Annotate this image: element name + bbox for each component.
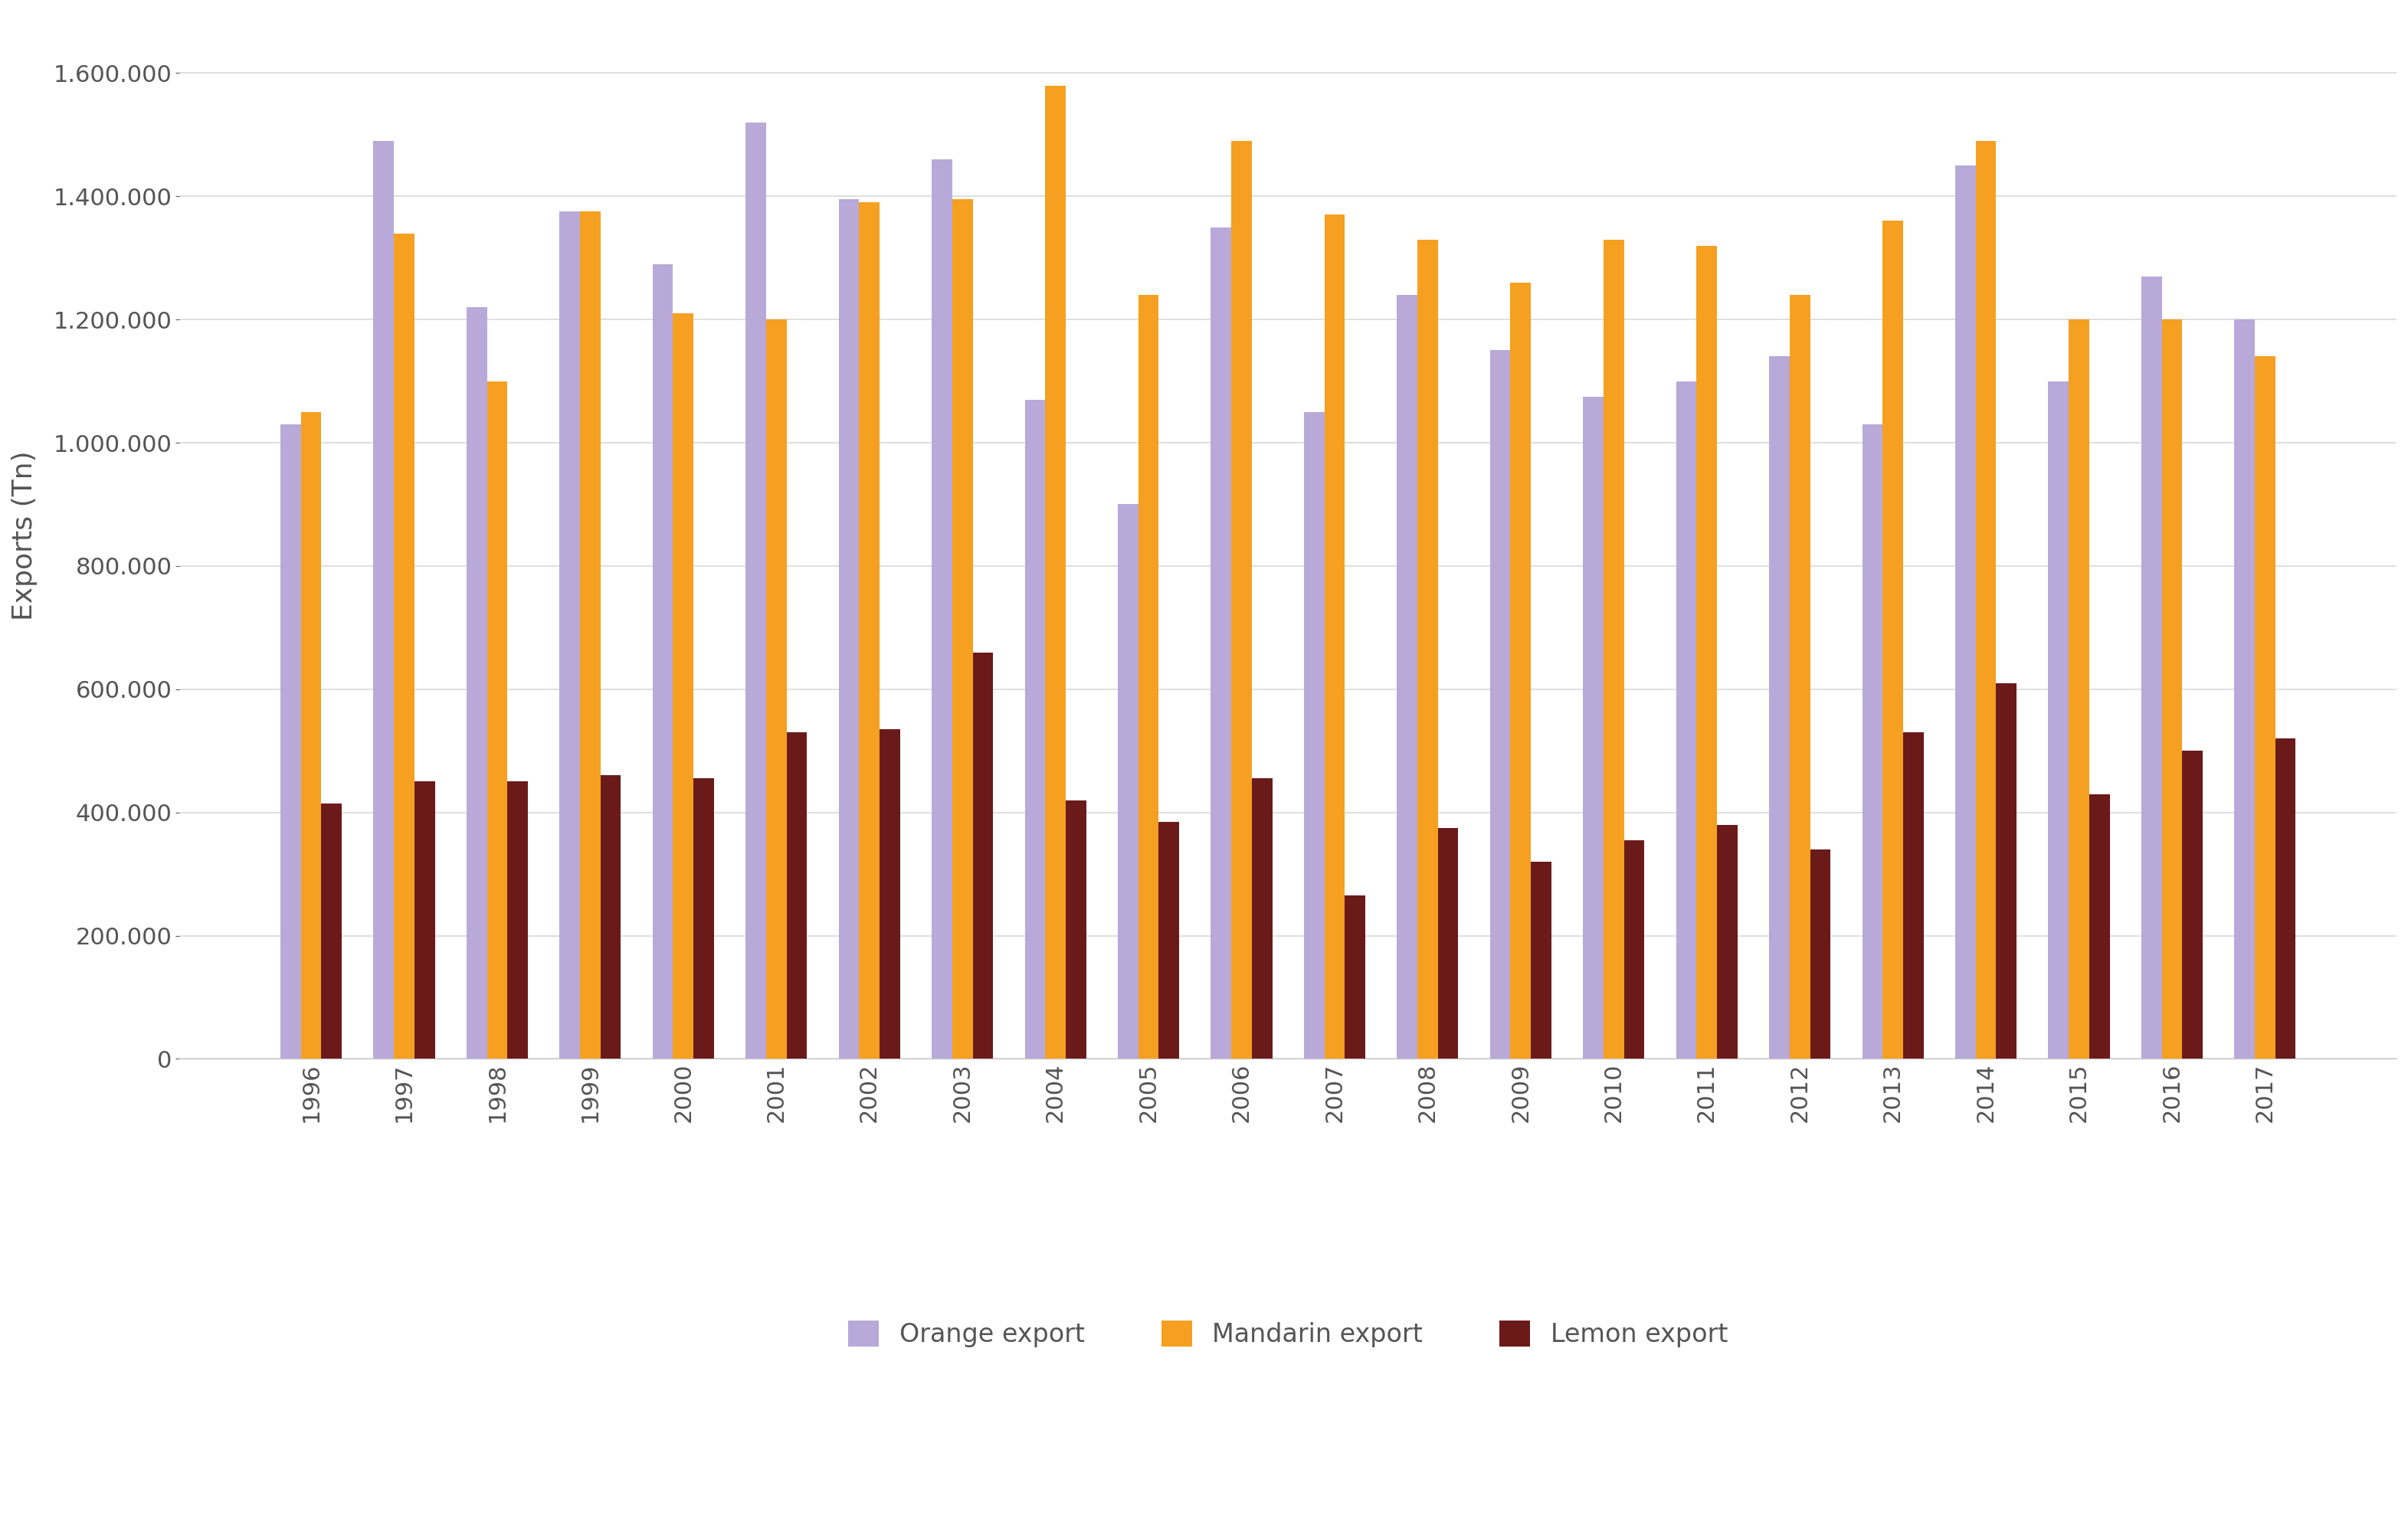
Bar [879, 729, 901, 1059]
Bar [1438, 827, 1459, 1059]
Bar [2162, 319, 2182, 1059]
Bar [486, 381, 508, 1059]
Bar [508, 781, 527, 1059]
Bar [1975, 141, 1996, 1059]
Bar [1676, 381, 1698, 1059]
Bar [973, 652, 992, 1059]
Bar [395, 233, 414, 1059]
Bar [559, 212, 580, 1059]
Bar [414, 781, 436, 1059]
Bar [1510, 282, 1531, 1059]
Bar [694, 778, 713, 1059]
Bar [1902, 732, 1924, 1059]
Bar [279, 424, 301, 1059]
Bar [1211, 227, 1230, 1059]
Bar [653, 264, 672, 1059]
Bar [1139, 295, 1158, 1059]
Bar [1158, 821, 1180, 1059]
Bar [1861, 424, 1883, 1059]
Bar [467, 307, 486, 1059]
Bar [2141, 276, 2162, 1059]
Bar [2068, 319, 2090, 1059]
Bar [1067, 800, 1086, 1059]
Bar [2235, 319, 2254, 1059]
Bar [1531, 861, 1551, 1059]
Bar [1955, 166, 1975, 1059]
Bar [1789, 295, 1811, 1059]
Y-axis label: Exports (Tn): Exports (Tn) [12, 450, 39, 620]
Bar [1252, 778, 1271, 1059]
Bar [951, 200, 973, 1059]
Bar [1883, 221, 1902, 1059]
Bar [1230, 141, 1252, 1059]
Bar [672, 313, 694, 1059]
Bar [301, 411, 320, 1059]
Bar [1045, 86, 1067, 1059]
Bar [838, 200, 860, 1059]
Bar [580, 212, 600, 1059]
Bar [1397, 295, 1418, 1059]
Bar [1770, 356, 1789, 1059]
Bar [2182, 751, 2203, 1059]
Bar [932, 160, 951, 1059]
Bar [2049, 381, 2068, 1059]
Bar [1324, 215, 1344, 1059]
Bar [1582, 396, 1604, 1059]
Bar [1698, 246, 1717, 1059]
Bar [373, 141, 395, 1059]
Legend: Orange export, Mandarin export, Lemon export: Orange export, Mandarin export, Lemon ex… [836, 1308, 1741, 1360]
Bar [1303, 411, 1324, 1059]
Bar [746, 123, 766, 1059]
Bar [2254, 356, 2276, 1059]
Bar [1344, 895, 1365, 1059]
Bar [600, 775, 621, 1059]
Bar [320, 803, 342, 1059]
Bar [1418, 239, 1438, 1059]
Bar [860, 203, 879, 1059]
Bar [1623, 840, 1645, 1059]
Bar [766, 319, 787, 1059]
Bar [1491, 350, 1510, 1059]
Bar [1717, 824, 1739, 1059]
Bar [2276, 738, 2295, 1059]
Bar [1996, 683, 2015, 1059]
Bar [1026, 399, 1045, 1059]
Bar [787, 732, 807, 1059]
Bar [1604, 239, 1623, 1059]
Bar [2090, 794, 2109, 1059]
Bar [1117, 505, 1139, 1059]
Bar [1811, 849, 1830, 1059]
